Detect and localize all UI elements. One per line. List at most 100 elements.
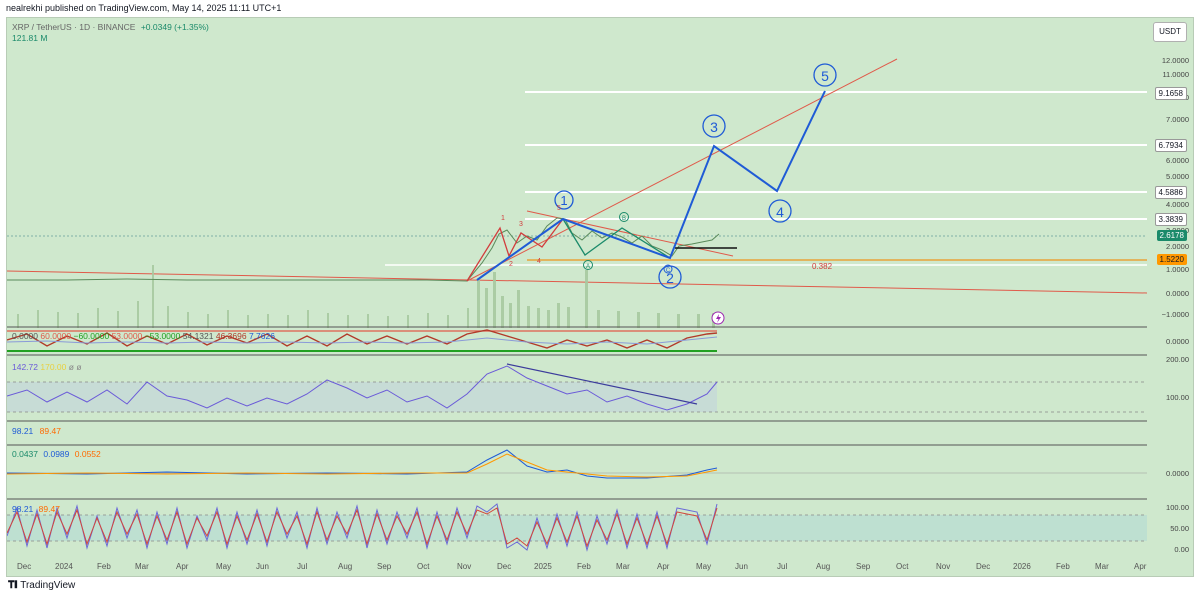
osc2-v1: 142.72 <box>12 362 38 372</box>
tradingview-logo[interactable]: 𝐓❙ TradingView <box>8 580 75 591</box>
time-label: Feb <box>577 562 591 571</box>
time-label: Dec <box>976 562 991 571</box>
price-history <box>7 217 720 282</box>
osc1-v0: 0.0000 <box>12 331 38 341</box>
symbol-title: XRP / TetherUS · 1D · BINANCE <box>12 22 136 32</box>
volume-legend: 121.81 M <box>12 33 48 43</box>
osc1-v7: 7.7626 <box>248 331 275 341</box>
time-label: Aug <box>816 562 831 571</box>
subwave-4: 4 <box>537 258 541 265</box>
time-label: Apr <box>1134 562 1147 571</box>
price-label: 5.0000 <box>1166 172 1189 181</box>
published-info: nealrekhi published on TradingView.com, … <box>6 3 282 13</box>
currency-button[interactable]: USDT <box>1153 22 1187 42</box>
time-label: Mar <box>1095 562 1109 571</box>
time-label: Sep <box>377 562 392 571</box>
stoch-v1: 98.21 <box>12 504 34 514</box>
price-tag-3: 3.3839 <box>1154 213 1187 226</box>
wave-2-label: 2 <box>658 265 682 289</box>
wave-b-label: B <box>619 212 629 222</box>
time-label: Apr <box>176 562 189 571</box>
time-label: Sep <box>856 562 871 571</box>
time-label: Mar <box>616 562 630 571</box>
osc2-axis-mid: 100.00 <box>1166 393 1189 402</box>
brand-name: TradingView <box>20 580 76 591</box>
osc1-v3: 53.0000 <box>111 331 143 341</box>
osc2-axis-top: 200.00 <box>1166 355 1189 364</box>
time-label: Aug <box>338 562 353 571</box>
current-price-tag: 2.6178 <box>1156 230 1187 241</box>
wave-5-label: 5 <box>813 63 837 87</box>
main-pane[interactable]: 1 2 3 4 5 A B C 1 2 <box>7 18 1193 576</box>
svg-text:B: B <box>622 216 626 222</box>
price-tag-4: 4.5886 <box>1154 186 1187 199</box>
osc3-v2: 89.47 <box>39 426 61 436</box>
macd-v2: 0.0989 <box>43 449 70 459</box>
osc1-v2: −60.0000 <box>73 331 110 341</box>
wave-3-label: 3 <box>702 114 726 138</box>
stoch-axis-mid: 50.00 <box>1170 524 1189 533</box>
time-axis[interactable]: Dec 2024 Feb Mar Apr May Jun Jul Aug Sep… <box>7 558 1147 576</box>
price-label: 2.0000 <box>1166 242 1189 251</box>
osc2-line <box>7 365 718 411</box>
osc1-v6: 46.3696 <box>215 331 247 341</box>
osc2-v3: ø <box>68 362 74 372</box>
time-label: Feb <box>1056 562 1070 571</box>
symbol-change: +0.0349 (+1.35%) <box>140 22 209 32</box>
tv-icon: 𝐓❙ <box>8 580 18 591</box>
price-label: 6.0000 <box>1166 156 1189 165</box>
macd-v3: 0.0552 <box>74 449 101 459</box>
time-label: Feb <box>97 562 111 571</box>
publish-bar: nealrekhi published on TradingView.com, … <box>0 0 1200 18</box>
stoch-legend[interactable]: 98.21 89.47 <box>12 504 60 514</box>
osc1-line <box>7 329 718 349</box>
subwave-1: 1 <box>501 215 505 222</box>
time-label: May <box>696 562 712 571</box>
fib-price-tag: 1.5220 <box>1156 254 1187 265</box>
price-axis[interactable]: USDT 12.0000 11.0000 8.0000 7.0000 6.000… <box>1147 18 1193 576</box>
subwave-2: 2 <box>509 261 513 268</box>
symbol-legend[interactable]: XRP / TetherUS · 1D · BINANCE +0.0349 (+… <box>12 22 209 32</box>
price-label: 11.0000 <box>1162 70 1189 79</box>
osc2-legend[interactable]: 142.72 170.00 ø ø <box>12 362 82 372</box>
wave-1-label: 1 <box>554 190 574 210</box>
wave-a-label: A <box>583 260 593 270</box>
osc2-v2: 170.00 <box>40 362 67 372</box>
subwave-5: 5 <box>557 205 561 212</box>
time-label: May <box>216 562 232 571</box>
osc3-v1: 98.21 <box>12 426 34 436</box>
macd-axis: 0.0000 <box>1166 469 1189 478</box>
time-label: Dec <box>497 562 512 571</box>
stoch-axis-top: 100.00 <box>1166 503 1189 512</box>
subwave-3: 3 <box>519 221 523 228</box>
osc1-legend[interactable]: 0.0000 60.0000 −60.0000 53.0000 −53.0000… <box>12 331 275 341</box>
macd-legend[interactable]: 0.0437 0.0989 0.0552 <box>12 449 101 459</box>
stoch-d <box>7 507 718 548</box>
time-label: Jul <box>777 562 788 571</box>
price-label: 0.0000 <box>1166 289 1189 298</box>
osc3-legend[interactable]: 98.21 89.47 <box>12 426 61 436</box>
time-label: Nov <box>457 562 472 571</box>
price-label: 12.0000 <box>1161 56 1189 65</box>
wave-c-label: C <box>663 264 673 274</box>
stoch-axis-bot: 0.00 <box>1174 545 1189 554</box>
time-label: 2024 <box>55 562 73 571</box>
osc1-axis: 0.0000 <box>1166 337 1189 346</box>
macd-v1: 0.0437 <box>12 449 38 459</box>
svg-text:2: 2 <box>666 270 674 286</box>
osc1-v4: −53.0000 <box>144 331 181 341</box>
wave-4-label: 4 <box>768 199 792 223</box>
corrective-wave <box>562 218 671 259</box>
chart-area[interactable]: 1 2 3 4 5 A B C 1 2 <box>6 17 1194 577</box>
svg-text:4: 4 <box>776 204 784 220</box>
price-label: −1.0000 <box>1161 310 1189 319</box>
fib-label: 0.382 <box>812 262 833 271</box>
price-tag-6: 6.7934 <box>1154 139 1187 152</box>
time-label: Apr <box>657 562 670 571</box>
time-label: Oct <box>417 562 430 571</box>
price-label: 4.0000 <box>1166 200 1189 209</box>
price-label: 7.0000 <box>1166 115 1189 124</box>
time-label: 2025 <box>534 562 552 571</box>
svg-text:C: C <box>666 268 671 274</box>
time-label: Jun <box>256 562 269 571</box>
